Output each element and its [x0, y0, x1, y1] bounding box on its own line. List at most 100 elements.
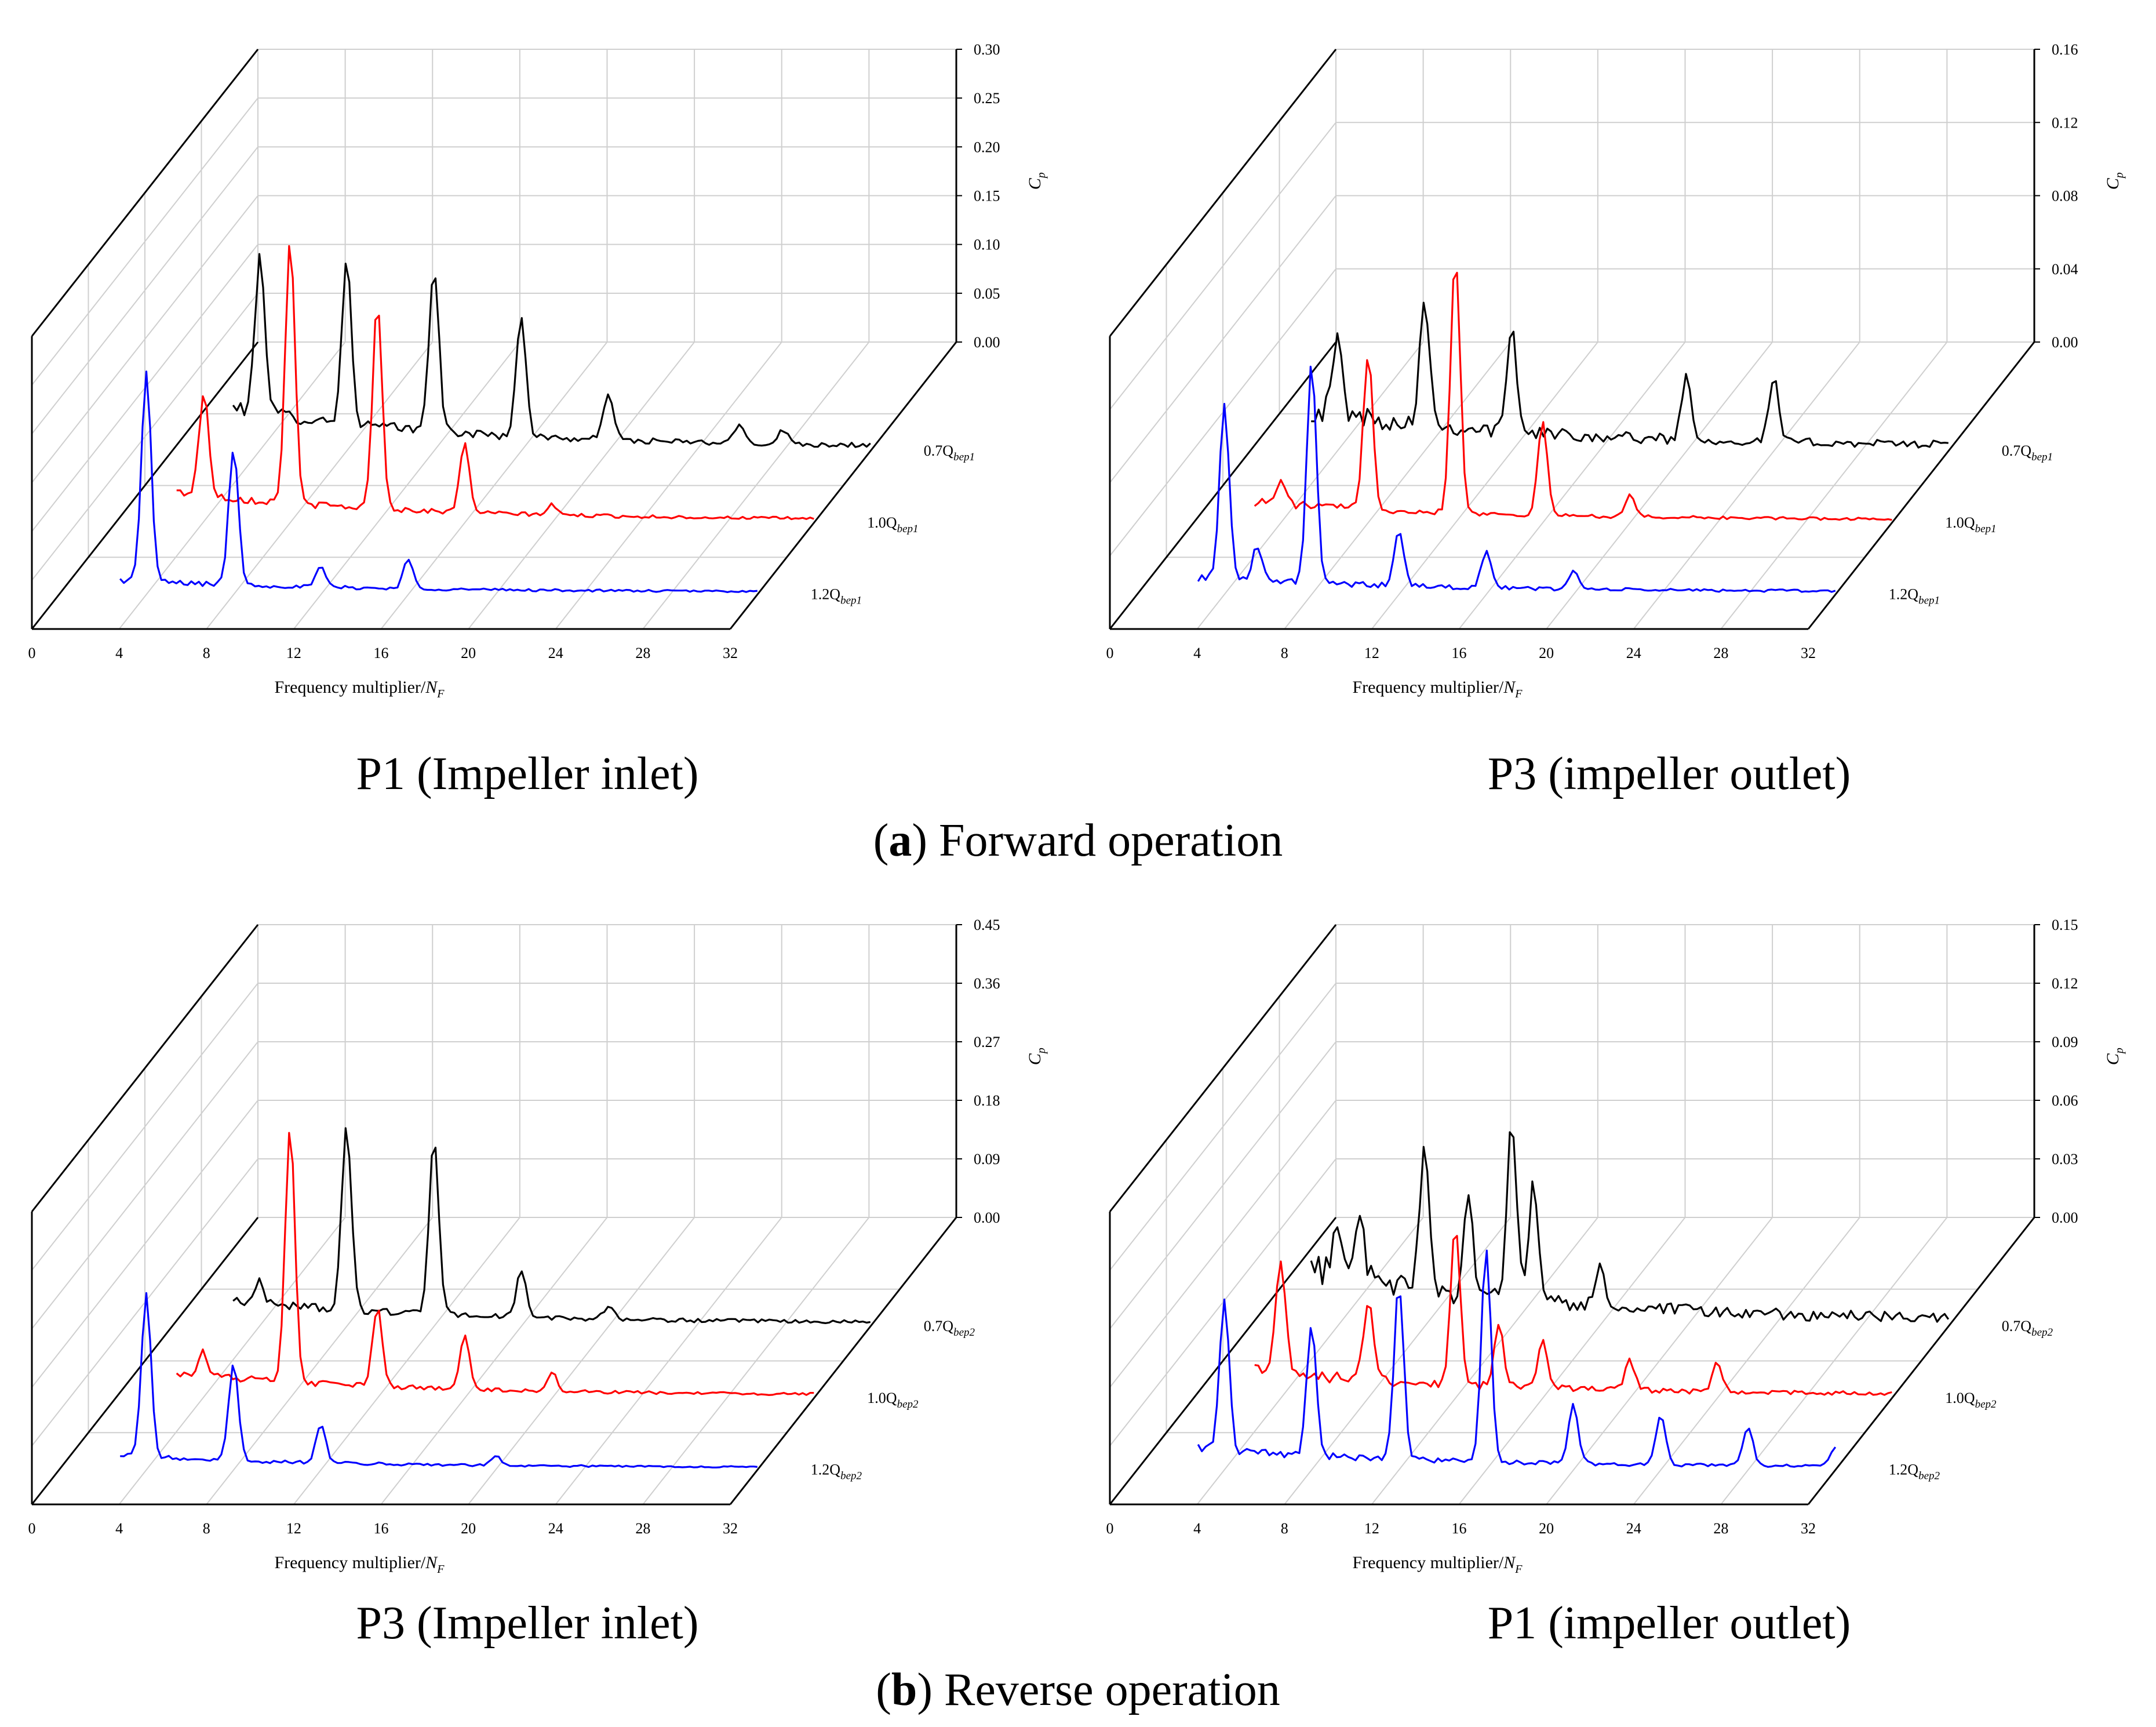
- p3-reverse-y-axis-sub: p: [1035, 1048, 1048, 1055]
- p3-forward-y-tick-label: 0.04: [2052, 261, 2078, 278]
- p1-reverse-x-axis-sub: F: [1514, 1563, 1523, 1576]
- section-caption-forward-open: (: [873, 815, 889, 866]
- section-caption-reverse-open: (: [876, 1664, 891, 1715]
- p3-forward-x-tick-label: 28: [1713, 645, 1728, 661]
- p1-reverse-x-tick-label: 32: [1801, 1520, 1816, 1537]
- p1-forward-x-tick-label: 20: [461, 645, 476, 661]
- p1-reverse-y-tick-label: 0.12: [2052, 975, 2078, 992]
- caption-p1-forward: P1 (Impeller inlet): [356, 748, 699, 799]
- section-caption-reverse-letter: b: [891, 1664, 917, 1715]
- p3-reverse-series-label-sub: bep2: [897, 1398, 919, 1410]
- p1-reverse-y-axis-sub: p: [2113, 1048, 2126, 1055]
- chart-svg-p3-forward: 0 4 8 12 16 20 24 28 32 Frequency multiplier/NF 0.…: [1106, 41, 2126, 700]
- p3-reverse-grid: [31, 924, 957, 1505]
- p1-forward-x-tick-label: 28: [635, 645, 650, 661]
- p3-forward-frame-edge: [1807, 341, 2035, 630]
- p3-reverse-x-tick-label: 32: [723, 1520, 738, 1537]
- p1-forward-y-tick-label: 0.30: [974, 41, 1000, 58]
- p3-reverse-y-tick-label: 0.00: [974, 1209, 1000, 1226]
- p1-reverse-x-tick-label: 4: [1193, 1520, 1201, 1537]
- chart-svg-p1-forward: 0 4 8 12 16 20 24 28 32 Frequency multiplier/NF 0.…: [28, 41, 1048, 700]
- p1-reverse-x-axis-title: Frequency multiplier/NF: [1352, 1553, 1523, 1576]
- p1-reverse-x-tick-label: 16: [1452, 1520, 1467, 1537]
- p3-forward-series-line-12Q: [1197, 365, 1836, 593]
- chart-panel-p1-reverse: 0 4 8 12 16 20 24 28 32 Frequency multiplier/NF 0.…: [1078, 875, 2156, 1600]
- p1-forward-y-axis-sub: p: [1035, 172, 1048, 179]
- p3-forward-frame: [1109, 49, 2035, 630]
- p1-forward-series-label: 1.2Qbep1: [811, 586, 862, 607]
- p3-forward-x-tick-label: 24: [1626, 645, 1641, 661]
- p3-forward-x-tick-label: 32: [1801, 645, 1816, 661]
- p1-forward-grid: [31, 49, 957, 630]
- p3-forward-frame-edge: [1109, 49, 1337, 337]
- p1-forward-x-tick-label: 24: [548, 645, 563, 661]
- p3-reverse-y-tick-label: 0.36: [974, 975, 1000, 992]
- chart-panel-p1-forward: 0 4 8 12 16 20 24 28 32 Frequency multiplier/NF 0.…: [0, 0, 1078, 725]
- p1-reverse-series-label: 0.7Qbep2: [2002, 1318, 2053, 1339]
- p3-reverse-frame: [31, 924, 957, 1506]
- p3-forward-x-tick-label: 0: [1106, 645, 1114, 661]
- p1-reverse-x-axis-var: N: [1503, 1553, 1516, 1572]
- p1-forward-x-tick-label: 0: [28, 645, 36, 661]
- p3-reverse-x-axis-var: N: [425, 1553, 438, 1572]
- section-caption-reverse: (b) Reverse operation: [0, 1664, 2156, 1716]
- section-caption-reverse-text: ) Reverse operation: [917, 1664, 1280, 1715]
- p3-forward-x-tick-label: 16: [1452, 645, 1467, 661]
- p1-reverse-x-ticks: 0 4 8 12 16 20 24 28 32: [1106, 1520, 1816, 1537]
- p3-forward-y-axis-sub: p: [2113, 172, 2126, 179]
- p3-reverse-y-tick-label: 0.18: [974, 1092, 1000, 1109]
- p3-reverse-frame-edge: [31, 1217, 259, 1505]
- p1-forward-y-tick-label: 0.05: [974, 285, 1000, 302]
- p1-forward-series-label-sub: bep1: [840, 595, 862, 607]
- p1-forward-x-axis-title: Frequency multiplier/NF: [274, 678, 445, 700]
- p1-reverse-frame-edge: [1109, 924, 1337, 1212]
- p3-reverse-y-tick-label: 0.27: [974, 1034, 1000, 1050]
- p3-forward-y-ticks: 0.00 0.04 0.08 0.12 0.16: [2034, 41, 2078, 351]
- p1-forward-frame-edge: [729, 341, 957, 630]
- p1-forward-y-tick-label: 0.10: [974, 237, 1000, 253]
- p1-reverse-y-tick-label: 0.03: [2052, 1151, 2078, 1168]
- p1-forward-series-label: 0.7Qbep1: [924, 442, 975, 463]
- p1-forward-series-label-sub: bep1: [897, 523, 919, 535]
- section-caption-forward-letter: a: [888, 815, 912, 866]
- p3-reverse-series-label: 1.2Qbep2: [811, 1461, 862, 1482]
- p3-reverse-frame-edge: [729, 1217, 957, 1505]
- p1-reverse-series-line-07Q: [1310, 1131, 1950, 1323]
- p1-forward-series-label: 1.0Qbep1: [867, 514, 918, 535]
- p1-forward-frame: [31, 49, 957, 630]
- p1-forward-x-tick-label: 8: [203, 645, 210, 661]
- p1-forward-y-ticks: 0.00 0.05 0.10 0.15 0.20 0.25 0.30: [956, 41, 1000, 351]
- chart-svg-p3-reverse: 0 4 8 12 16 20 24 28 32 Frequency multiplier/NF 0.…: [28, 917, 1048, 1576]
- p1-reverse-y-ticks: 0.00 0.03 0.06 0.09 0.12 0.15: [2034, 917, 2078, 1226]
- p3-reverse-x-tick-label: 0: [28, 1520, 36, 1537]
- caption-p3-forward: P3 (impeller outlet): [1487, 748, 1851, 799]
- p3-reverse-y-ticks: 0.00 0.09 0.18 0.27 0.36 0.45: [956, 917, 1000, 1226]
- p1-reverse-y-axis-title: Cp: [2103, 1048, 2126, 1065]
- p3-forward-y-tick-label: 0.12: [2052, 114, 2078, 131]
- p3-forward-x-axis-var: N: [1503, 678, 1516, 697]
- p1-reverse-series-line-12Q: [1197, 1249, 1837, 1468]
- p1-reverse-x-tick-label: 12: [1364, 1520, 1379, 1537]
- p1-reverse-series-label-sub: bep2: [1975, 1398, 1997, 1410]
- section-caption-forward-text: ) Forward operation: [912, 815, 1283, 866]
- p3-reverse-y-tick-label: 0.45: [974, 917, 1000, 933]
- p1-forward-y-axis-title: Cp: [1025, 172, 1048, 190]
- p3-reverse-y-axis-title: Cp: [1025, 1048, 1048, 1065]
- p3-forward-series-line-07Q: [1311, 301, 1949, 449]
- p1-reverse-y-tick-label: 0.15: [2052, 917, 2078, 933]
- p1-forward-x-tick-label: 4: [115, 645, 123, 661]
- p3-forward-series-label-sub: bep1: [1975, 523, 1997, 535]
- chart-panel-p3-forward: 0 4 8 12 16 20 24 28 32 Frequency multiplier/NF 0.…: [1078, 0, 2156, 725]
- p3-forward-y-tick-label: 0.08: [2052, 188, 2078, 205]
- p1-forward-y-tick-label: 0.20: [974, 139, 1000, 155]
- p3-reverse-x-ticks: 0 4 8 12 16 20 24 28 32: [28, 1520, 738, 1537]
- p1-reverse-series-label-sub: bep2: [1918, 1470, 1940, 1482]
- p3-reverse-x-tick-label: 20: [461, 1520, 476, 1537]
- p1-reverse-y-tick-label: 0.09: [2052, 1034, 2078, 1050]
- p3-forward-x-tick-label: 4: [1193, 645, 1201, 661]
- p3-reverse-x-tick-label: 28: [635, 1520, 650, 1537]
- p3-forward-x-tick-label: 12: [1364, 645, 1379, 661]
- p3-forward-y-axis-title: Cp: [2103, 172, 2126, 190]
- p3-forward-series-label: 1.2Qbep1: [1889, 586, 1940, 607]
- p1-reverse-frame-edge: [1807, 1217, 2035, 1505]
